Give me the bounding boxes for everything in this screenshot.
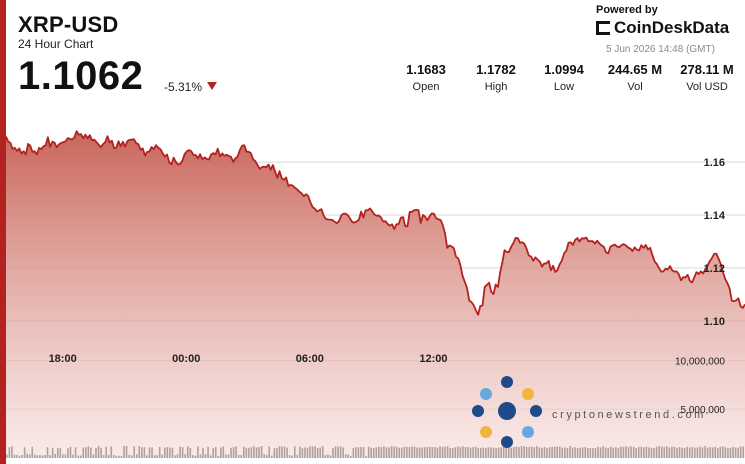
current-price: 1.1062 <box>18 54 144 98</box>
stat-open: 1.1683 Open <box>402 62 450 93</box>
watermark-dot <box>530 405 542 417</box>
coindesk-logo-icon <box>596 21 610 35</box>
x-tick-label: 12:00 <box>419 353 447 365</box>
x-tick-label: 00:00 <box>172 353 200 365</box>
accent-bar <box>0 0 6 464</box>
y-tick-label: 1.16 <box>704 157 725 169</box>
price-change: -5.31% <box>164 80 203 94</box>
stat-label: Low <box>553 81 575 93</box>
stat-low: 1.0994 Low <box>540 62 588 93</box>
x-tick-label: 18:00 <box>49 353 77 365</box>
chart-subtitle: 24 Hour Chart <box>18 37 94 51</box>
volume-tick-label: 10,000,000 <box>675 356 725 367</box>
stat-high: 1.1782 High <box>472 62 520 93</box>
price-line <box>5 130 745 316</box>
watermark-text: cryptonewstrend.com <box>552 409 706 421</box>
powered-by-label: Powered by <box>596 4 658 16</box>
price-area <box>6 131 745 458</box>
stat-vol: 244.65 M Vol <box>600 62 670 93</box>
stat-vol-usd: 278.11 M Vol USD <box>672 62 742 93</box>
brand-name: CoinDeskData <box>614 18 730 37</box>
watermark-dot <box>501 376 513 388</box>
stat-label: Vol <box>627 81 643 93</box>
watermark-dot <box>522 388 534 400</box>
stat-value: 1.0994 <box>544 62 584 77</box>
brand-logo[interactable]: CoinDeskData <box>596 18 729 38</box>
ticker-symbol: XRP-USD <box>18 12 119 37</box>
stat-label: High <box>484 81 508 93</box>
y-tick-label: 1.14 <box>704 210 726 222</box>
x-tick-label: 06:00 <box>296 353 324 365</box>
stat-value: 278.11 M <box>680 62 734 77</box>
stat-value: 1.1782 <box>476 62 516 77</box>
watermark-dot <box>501 436 513 448</box>
y-tick-label: 1.10 <box>704 316 725 328</box>
stat-label: Open <box>412 81 440 93</box>
timestamp: 5 Jun 2026 14:48 (GMT) <box>606 44 715 55</box>
stat-label: Vol USD <box>686 81 728 93</box>
watermark-dot <box>480 426 492 438</box>
watermark-hub <box>498 402 516 420</box>
watermark-dot <box>480 388 492 400</box>
y-tick-label: 1.12 <box>704 263 725 275</box>
volume-tick-label: 5,000,000 <box>681 405 726 416</box>
watermark-dot <box>472 405 484 417</box>
watermark-dot <box>522 426 534 438</box>
down-arrow-icon <box>207 82 217 90</box>
watermark: cryptonewstrend.com <box>472 376 706 448</box>
stat-value: 1.1683 <box>406 62 446 77</box>
stat-value: 244.65 M <box>607 62 663 77</box>
